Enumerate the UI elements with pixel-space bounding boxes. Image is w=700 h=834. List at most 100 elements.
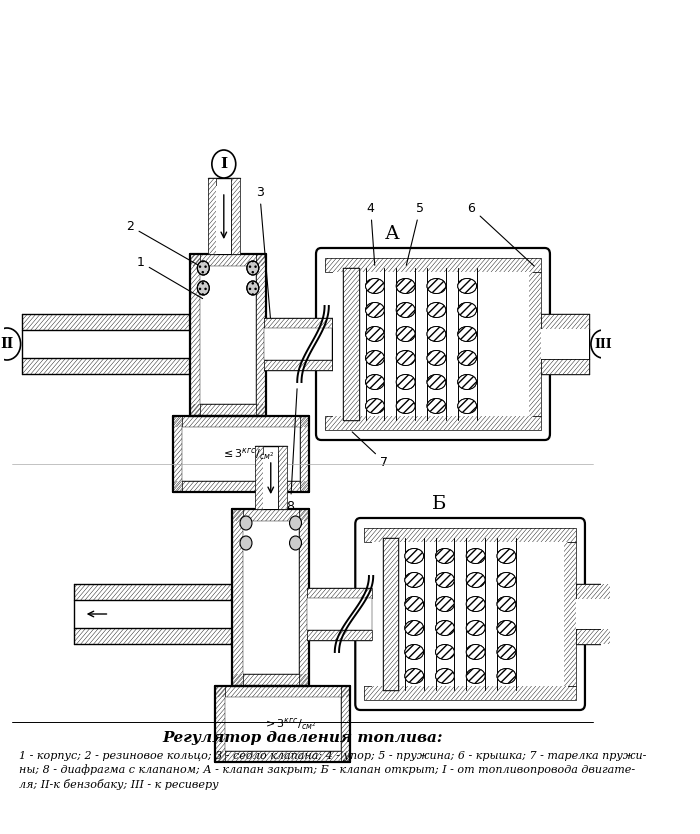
Text: 7: 7 — [352, 432, 389, 469]
Ellipse shape — [427, 326, 446, 341]
Text: ны; 8 - диафрагма с клапаном; А - клапан закрыт; Б - клапан открыт; I - от топли: ны; 8 - диафрагма с клапаном; А - клапан… — [19, 765, 635, 776]
Ellipse shape — [396, 303, 415, 318]
Ellipse shape — [427, 350, 446, 365]
Ellipse shape — [427, 303, 446, 318]
Ellipse shape — [458, 303, 477, 318]
Bar — [216, 751, 350, 762]
Ellipse shape — [458, 374, 477, 389]
Ellipse shape — [435, 572, 454, 587]
Ellipse shape — [427, 279, 446, 294]
Text: Регулятор давления топлива:: Регулятор давления топлива: — [162, 731, 442, 745]
Ellipse shape — [396, 326, 415, 341]
Ellipse shape — [405, 572, 424, 587]
Ellipse shape — [405, 572, 424, 587]
Ellipse shape — [405, 669, 424, 684]
Text: Б: Б — [432, 495, 446, 513]
Circle shape — [240, 536, 252, 550]
Ellipse shape — [497, 596, 516, 611]
Bar — [564, 542, 576, 686]
Ellipse shape — [365, 374, 384, 389]
Ellipse shape — [427, 399, 446, 414]
Bar — [225, 697, 341, 751]
Ellipse shape — [435, 596, 454, 611]
Ellipse shape — [427, 303, 446, 318]
Ellipse shape — [458, 399, 477, 414]
Ellipse shape — [466, 572, 485, 587]
Ellipse shape — [435, 549, 454, 564]
Ellipse shape — [396, 374, 415, 389]
Bar — [307, 630, 372, 640]
Circle shape — [247, 281, 259, 295]
Ellipse shape — [458, 350, 477, 365]
Ellipse shape — [365, 303, 384, 318]
Ellipse shape — [466, 669, 485, 684]
Ellipse shape — [497, 669, 516, 684]
Circle shape — [0, 328, 20, 360]
Bar — [182, 427, 300, 481]
Ellipse shape — [365, 279, 384, 294]
Circle shape — [591, 330, 615, 358]
Bar — [333, 268, 533, 420]
Bar — [264, 318, 332, 328]
Bar — [364, 528, 576, 542]
Ellipse shape — [405, 596, 424, 611]
Text: $\leq3^{кгс}/_{см^2}$: $\leq3^{кгс}/_{см^2}$ — [221, 446, 274, 462]
Bar — [299, 509, 309, 686]
Circle shape — [197, 261, 209, 275]
Bar — [216, 186, 232, 254]
Text: I: I — [220, 157, 228, 171]
Bar — [216, 686, 225, 762]
Ellipse shape — [435, 596, 454, 611]
Ellipse shape — [435, 645, 454, 660]
Ellipse shape — [405, 549, 424, 564]
Bar — [74, 628, 247, 644]
Ellipse shape — [427, 326, 446, 341]
Ellipse shape — [466, 645, 485, 660]
Ellipse shape — [427, 350, 446, 365]
Ellipse shape — [427, 399, 446, 414]
Ellipse shape — [497, 572, 516, 587]
Ellipse shape — [466, 572, 485, 587]
Ellipse shape — [497, 596, 516, 611]
Ellipse shape — [435, 669, 454, 684]
Bar — [232, 674, 309, 686]
Circle shape — [290, 536, 302, 550]
Ellipse shape — [435, 645, 454, 660]
Ellipse shape — [396, 326, 415, 341]
Ellipse shape — [405, 669, 424, 684]
Ellipse shape — [458, 399, 477, 414]
Bar — [541, 314, 589, 329]
Ellipse shape — [405, 645, 424, 660]
Bar — [364, 686, 576, 700]
Ellipse shape — [396, 399, 415, 414]
Bar — [216, 686, 350, 697]
Ellipse shape — [497, 669, 516, 684]
Ellipse shape — [466, 620, 485, 636]
Bar — [74, 600, 247, 628]
Bar — [383, 538, 398, 690]
Bar — [343, 268, 358, 420]
Bar — [300, 416, 309, 492]
Bar — [190, 404, 267, 416]
Ellipse shape — [458, 326, 477, 341]
Ellipse shape — [405, 645, 424, 660]
Ellipse shape — [365, 326, 384, 341]
Ellipse shape — [435, 620, 454, 636]
Ellipse shape — [466, 645, 485, 660]
Ellipse shape — [466, 669, 485, 684]
Ellipse shape — [497, 645, 516, 660]
Ellipse shape — [458, 303, 477, 318]
Bar — [576, 599, 610, 629]
Text: 5: 5 — [406, 202, 424, 265]
Bar — [232, 509, 243, 686]
Ellipse shape — [396, 303, 415, 318]
Ellipse shape — [497, 549, 516, 564]
Bar — [173, 481, 309, 492]
Ellipse shape — [396, 399, 415, 414]
Bar — [173, 416, 309, 427]
Text: 1 - корпус; 2 - резиновое кольцо; 3 - седло клапана; 4 - упор; 5 - пружина; 6 - : 1 - корпус; 2 - резиновое кольцо; 3 - се… — [19, 751, 646, 761]
Bar — [190, 254, 200, 416]
Ellipse shape — [466, 549, 485, 564]
Ellipse shape — [497, 645, 516, 660]
Bar — [74, 584, 247, 600]
